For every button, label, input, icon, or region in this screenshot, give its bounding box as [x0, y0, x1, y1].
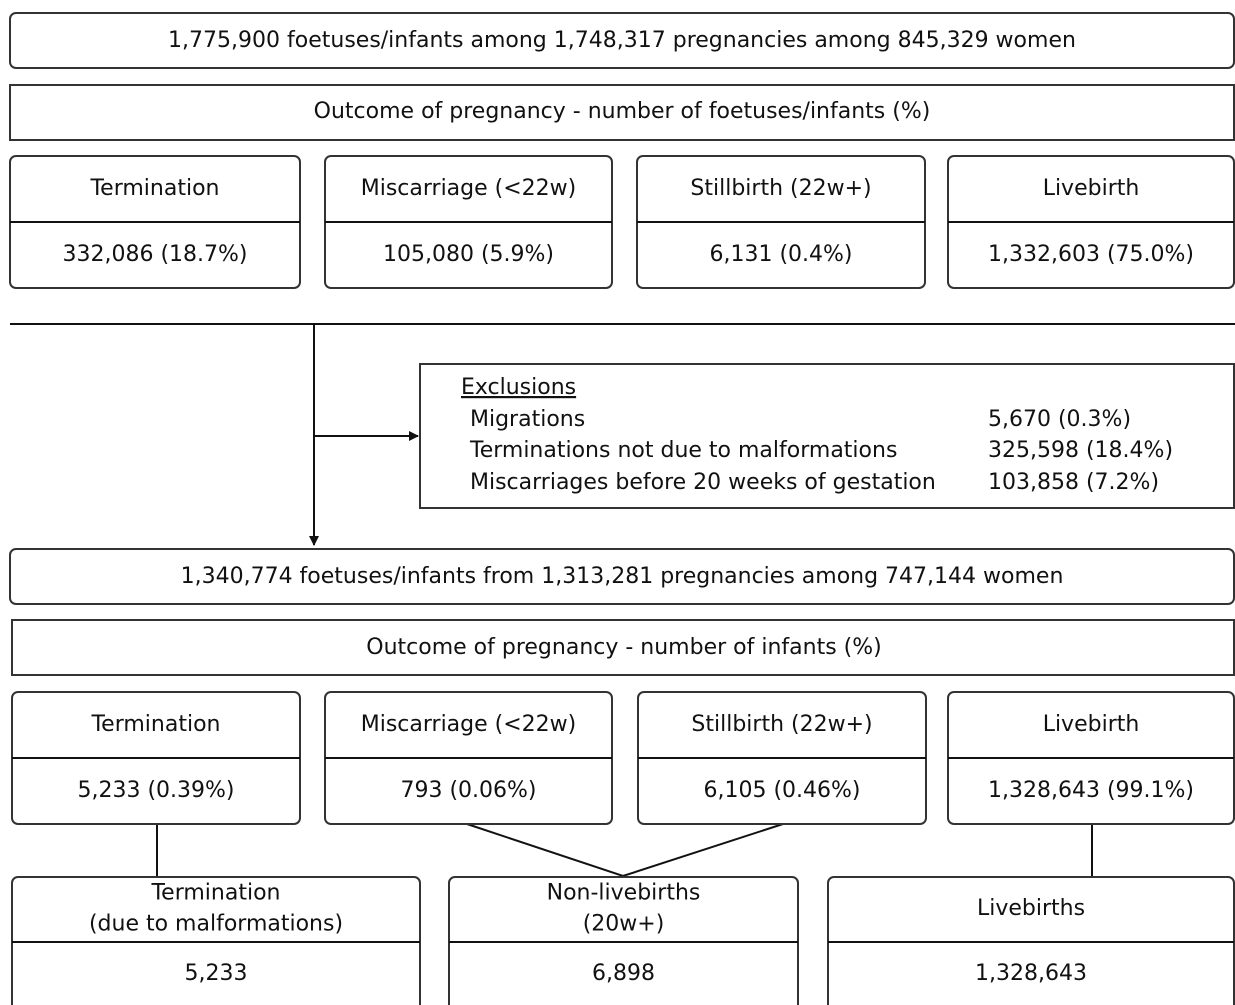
outcome-value: 793 (0.06%) [400, 778, 536, 803]
outcome-value: 1,332,603 (75.0%) [988, 242, 1194, 267]
final-label: (20w+) [583, 912, 665, 937]
section-box [9, 84, 1235, 141]
outcome-label: Stillbirth (22w+) [690, 176, 871, 201]
outcome-label: Termination [90, 712, 220, 737]
exclusion-value: 103,858 (7.2%) [988, 470, 1159, 495]
exclusion-label: Migrations [470, 407, 585, 432]
outcome-value: 6,105 (0.46%) [703, 778, 860, 803]
outcome-label: Miscarriage (<22w) [361, 712, 577, 737]
connector [466, 823, 784, 878]
outcome-label: Termination [89, 176, 219, 201]
final-value: 5,233 [185, 961, 248, 986]
final-label: Livebirths [977, 896, 1085, 921]
section-title: Outcome of pregnancy - number of foetuse… [314, 99, 931, 124]
final-label: Non-livebirths [547, 881, 701, 906]
outcome-value: 5,233 (0.39%) [77, 778, 234, 803]
exclusion-label: Terminations not due to malformations [469, 438, 897, 463]
final-label: (due to malformations) [89, 912, 343, 937]
outcome-value: 332,086 (18.7%) [62, 242, 247, 267]
outcome-label: Miscarriage (<22w) [361, 176, 577, 201]
final-value: 1,328,643 [975, 961, 1087, 986]
exclusions-box [419, 363, 1235, 509]
section-title: Outcome of pregnancy - number of infants… [366, 635, 881, 660]
outcome-value: 105,080 (5.9%) [383, 242, 554, 267]
cohort: 1,340,774 foetuses/infants from 1,313,28… [181, 564, 1064, 589]
final-value: 6,898 [592, 961, 655, 986]
outcome-label: Livebirth [1043, 712, 1140, 737]
exclusion-value: 325,598 (18.4%) [988, 438, 1173, 463]
cohort-box [9, 548, 1235, 605]
exclusion-value: 5,670 (0.3%) [988, 407, 1131, 432]
final-label: Termination [150, 881, 280, 906]
outcome-label: Stillbirth (22w+) [691, 712, 872, 737]
header-box [9, 12, 1235, 69]
header: 1,775,900 foetuses/infants among 1,748,3… [168, 28, 1076, 53]
outcome-value: 6,131 (0.4%) [709, 242, 852, 267]
outcome-value: 1,328,643 (99.1%) [988, 778, 1194, 803]
outcome-label: Livebirth [1043, 176, 1140, 201]
exclusions-title: Exclusions [461, 375, 576, 400]
section-box [11, 619, 1235, 676]
exclusion-label: Miscarriages before 20 weeks of gestatio… [470, 470, 936, 495]
